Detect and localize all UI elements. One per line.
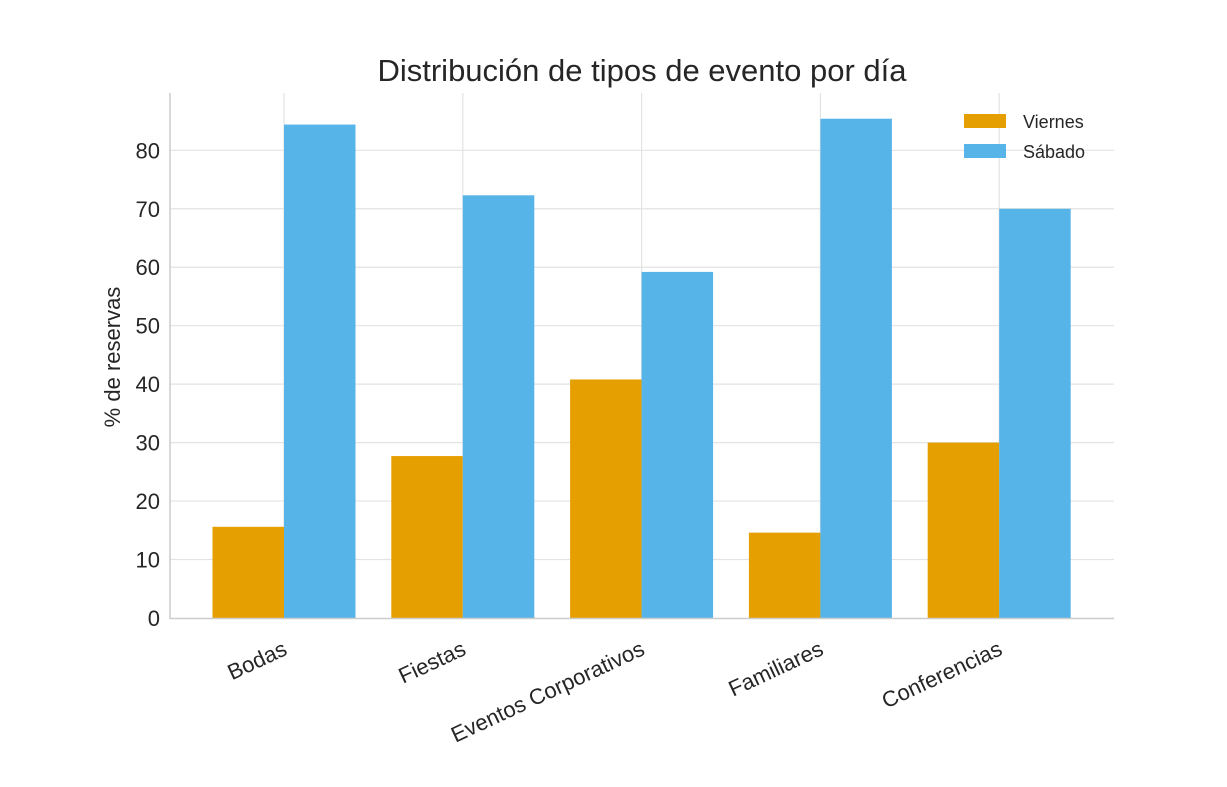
bar-viernes-3: [748, 532, 821, 618]
y-tick-label: 20: [136, 489, 160, 514]
legend-label: Sábado: [1023, 142, 1085, 162]
legend-label: Viernes: [1023, 112, 1084, 132]
bar-viernes-2: [570, 379, 642, 618]
bar-sbado-2: [641, 271, 714, 618]
y-tick-label: 50: [136, 314, 160, 339]
y-tick-label: 40: [136, 372, 160, 397]
x-tick-label: Familiares: [724, 636, 827, 702]
bar-viernes-0: [212, 526, 284, 618]
legend: Viernes Sábado: [964, 112, 1085, 162]
axes: [169, 93, 1114, 620]
y-tick-label: 30: [136, 431, 160, 456]
x-tick-label: Fiestas: [395, 636, 470, 689]
x-tick-label: Eventos Corporativos: [447, 636, 648, 748]
bars: [212, 118, 1071, 619]
chart-title: Distribución de tipos de evento por día: [377, 53, 907, 88]
bar-sbado-4: [999, 208, 1071, 618]
legend-swatch: [964, 144, 1006, 158]
y-axis-label: % de reservas: [100, 287, 125, 428]
y-tick-label: 10: [136, 548, 160, 573]
bar-viernes-1: [391, 456, 463, 618]
y-tick-label: 80: [136, 138, 160, 163]
x-tick-label: Conferencias: [878, 636, 1006, 713]
bar-sbado-1: [462, 195, 535, 619]
y-tick-label: 60: [136, 255, 160, 280]
legend-swatch: [964, 114, 1006, 128]
bar-sbado-3: [820, 118, 892, 619]
bar-sbado-0: [284, 124, 356, 618]
y-tick-label: 0: [148, 606, 160, 631]
y-tick-labels: 0 10 20 30 40 50 60 70 80: [136, 138, 160, 631]
bar-viernes-4: [927, 442, 1000, 618]
y-tick-label: 70: [136, 197, 160, 222]
x-tick-label: Bodas: [224, 636, 291, 685]
